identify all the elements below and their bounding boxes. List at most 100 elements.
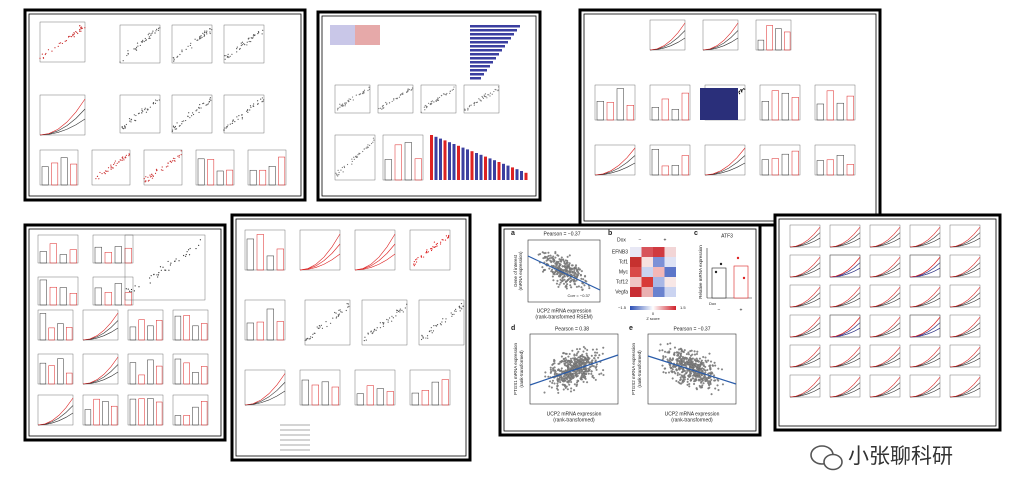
- scatter-point: [695, 388, 698, 391]
- group-level: +: [664, 237, 667, 243]
- scatter-point: [680, 363, 683, 366]
- mini-point: [54, 47, 56, 49]
- mini-bar: [246, 322, 254, 341]
- mini-point: [135, 114, 137, 117]
- scatter-point: [550, 270, 553, 273]
- mini-line: [869, 287, 901, 308]
- mini-point: [203, 35, 205, 38]
- scatter-point: [574, 266, 577, 269]
- mini-point: [57, 45, 59, 47]
- mini-point: [413, 263, 415, 265]
- mini-point: [362, 150, 364, 153]
- mini-point: [130, 288, 133, 291]
- mini-bar: [268, 166, 276, 186]
- scatter-point: [573, 389, 576, 392]
- mini-point: [84, 27, 86, 29]
- mini-point: [156, 100, 158, 102]
- mini-point: [406, 303, 408, 305]
- mini-point: [227, 124, 229, 126]
- mini-plot: [420, 84, 457, 114]
- mini-bar: [207, 159, 215, 186]
- mini-point: [195, 247, 197, 250]
- mini-line: [594, 147, 636, 176]
- mini-point: [168, 269, 170, 271]
- scatter-point: [664, 371, 667, 374]
- mini-point: [339, 309, 341, 311]
- heatmap-cell: [630, 267, 642, 277]
- mini-bar: [57, 358, 64, 385]
- mini-plot: [755, 19, 792, 51]
- scatter-point: [704, 380, 707, 383]
- mini-point: [340, 169, 342, 171]
- mini-line: [244, 373, 286, 406]
- mini-point: [144, 37, 146, 40]
- mini-point: [223, 129, 225, 132]
- mini-point: [236, 48, 238, 50]
- mini-point: [491, 93, 493, 95]
- scatter-point: [547, 251, 550, 254]
- mini-point: [336, 173, 338, 175]
- mini-point: [738, 91, 740, 93]
- frame-inner: [503, 228, 757, 432]
- mini-point: [351, 160, 353, 163]
- scatter-point: [682, 378, 685, 381]
- mini-point: [341, 311, 343, 313]
- scatter-point: [676, 374, 679, 377]
- scatter-point: [689, 370, 692, 373]
- scatter-point: [675, 380, 678, 383]
- mini-plot: [124, 234, 206, 301]
- scatter-point: [691, 360, 694, 363]
- mini-point: [348, 98, 350, 100]
- mini-point: [257, 103, 259, 105]
- mini-point: [489, 95, 491, 97]
- mini-point: [75, 30, 77, 33]
- scatter-point: [693, 358, 696, 361]
- y-axis-label: Relative mRNA expression: [698, 245, 703, 299]
- mini-point: [178, 125, 181, 127]
- scatter-point: [569, 359, 572, 362]
- scatter-point: [568, 277, 571, 280]
- scatter-point: [696, 350, 699, 353]
- mini-plot: [869, 314, 901, 338]
- scatter-point: [556, 388, 559, 391]
- mini-plot: [869, 344, 901, 368]
- mini-point: [337, 314, 339, 316]
- scatter-point: [542, 270, 545, 273]
- scatter-point: [577, 267, 580, 270]
- mini-point: [151, 177, 154, 179]
- scatter-point: [569, 379, 572, 382]
- plot-frame: [527, 239, 601, 303]
- mini-point: [462, 305, 464, 307]
- scatter-point: [559, 281, 562, 284]
- mini-bar: [129, 398, 137, 426]
- mini-point: [106, 170, 108, 172]
- mini-hbar: [470, 69, 487, 72]
- mini-point: [191, 47, 193, 49]
- mini-point: [346, 163, 349, 166]
- mini-point: [422, 337, 424, 339]
- mini-point: [395, 97, 397, 100]
- mini-point: [354, 155, 357, 158]
- mini-bar: [60, 157, 68, 186]
- panel-letter: c: [694, 230, 698, 237]
- mini-point: [239, 47, 241, 50]
- mini-point: [110, 168, 112, 170]
- mini-point: [440, 241, 442, 243]
- mini-line: [354, 243, 396, 271]
- mini-point: [253, 105, 255, 108]
- scatter-point: [594, 354, 597, 357]
- scatter-point: [566, 374, 569, 377]
- mini-bar: [484, 156, 487, 180]
- scatter-point: [570, 286, 573, 289]
- bar: [711, 267, 727, 299]
- scatter-point: [704, 359, 707, 362]
- mini-bar: [276, 321, 284, 341]
- mini-point: [337, 169, 339, 171]
- scatter-point: [579, 363, 582, 366]
- scatter-point: [691, 353, 694, 356]
- mini-bar: [39, 362, 47, 385]
- x-axis-label: UCP2 mRNA expression: [547, 411, 602, 417]
- panel-letter: a: [511, 230, 515, 237]
- mini-point: [356, 155, 358, 157]
- scatter-point: [710, 371, 713, 374]
